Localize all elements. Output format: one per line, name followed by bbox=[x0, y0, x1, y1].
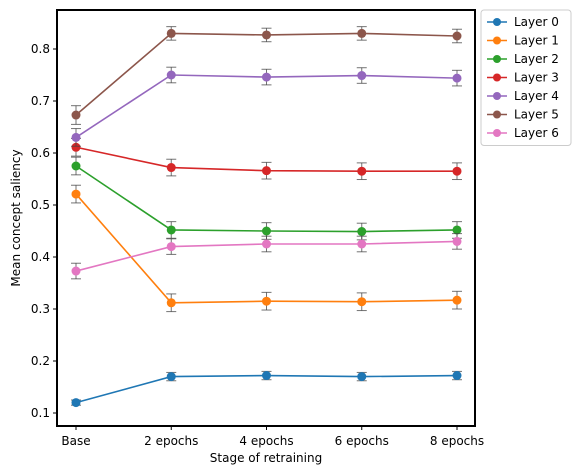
legend-marker bbox=[493, 73, 501, 82]
data-point bbox=[452, 73, 462, 83]
legend-label: Layer 6 bbox=[514, 126, 559, 140]
y-tick-label: 0.7 bbox=[31, 94, 50, 108]
data-point bbox=[166, 372, 176, 382]
legend-marker bbox=[493, 36, 501, 45]
data-point bbox=[166, 28, 176, 38]
data-point bbox=[71, 189, 81, 199]
data-point bbox=[452, 166, 462, 176]
plot-area bbox=[71, 26, 462, 408]
y-tick-label: 0.8 bbox=[31, 42, 50, 56]
data-point bbox=[166, 242, 176, 252]
legend-item: Layer 4 bbox=[487, 89, 559, 103]
legend-label: Layer 2 bbox=[514, 52, 559, 66]
legend-box bbox=[480, 9, 572, 146]
data-point bbox=[262, 371, 271, 381]
data-point bbox=[357, 166, 367, 176]
x-tick-label: 2 epochs bbox=[144, 434, 198, 448]
legend-item: Layer 5 bbox=[487, 108, 559, 122]
legend-marker bbox=[493, 92, 501, 100]
series-layer-4 bbox=[71, 66, 462, 147]
data-point bbox=[452, 371, 462, 381]
legend-label: Layer 0 bbox=[514, 15, 559, 29]
legend-marker bbox=[493, 129, 501, 137]
data-point bbox=[262, 166, 271, 176]
data-point bbox=[262, 239, 271, 249]
data-point bbox=[166, 225, 176, 235]
legend-label: Layer 3 bbox=[514, 71, 559, 85]
legend: Layer 0 Layer 1 Layer 2 Layer 3 Layer 4 Layer… bbox=[480, 9, 572, 146]
legend-marker bbox=[493, 110, 501, 119]
data-point bbox=[262, 72, 271, 82]
series-layer-2 bbox=[71, 156, 462, 241]
legend-item: Layer 0 bbox=[487, 15, 559, 29]
series-layer-6 bbox=[71, 233, 462, 280]
legend-item: Layer 1 bbox=[487, 34, 559, 48]
legend-label: Layer 4 bbox=[514, 89, 559, 103]
data-point bbox=[357, 71, 367, 81]
data-point bbox=[262, 226, 271, 236]
axes: 0.1 0.2 0.3 0.4 0.5 0.6 0.7 0.8 Base 2 epochs 4 ep… bbox=[31, 42, 484, 448]
data-point bbox=[166, 70, 176, 80]
data-point bbox=[452, 295, 462, 305]
legend-item: Layer 3 bbox=[487, 71, 559, 85]
data-point bbox=[357, 297, 367, 307]
data-point bbox=[262, 30, 271, 40]
x-tick-label: 6 epochs bbox=[335, 434, 389, 448]
series-layer-1 bbox=[71, 184, 462, 313]
data-point bbox=[71, 398, 81, 408]
data-point bbox=[357, 372, 367, 382]
x-tick-label: 8 epochs bbox=[430, 434, 484, 448]
data-point bbox=[357, 227, 367, 237]
legend-label: Layer 5 bbox=[514, 108, 559, 122]
y-tick-label: 0.2 bbox=[31, 354, 50, 368]
x-axis-title: Stage of retraining bbox=[210, 451, 322, 465]
data-point bbox=[71, 161, 81, 171]
legend-marker bbox=[493, 18, 501, 26]
y-tick-label: 0.6 bbox=[31, 146, 50, 160]
series-layer-0 bbox=[71, 370, 462, 408]
y-tick-label: 0.1 bbox=[31, 406, 50, 420]
y-tick-label: 0.3 bbox=[31, 302, 50, 316]
data-point bbox=[71, 132, 81, 142]
data-point bbox=[357, 239, 367, 249]
data-point bbox=[71, 142, 81, 152]
x-tick-label: Base bbox=[61, 434, 90, 448]
data-point bbox=[357, 28, 367, 38]
x-tick-label: 4 epochs bbox=[239, 434, 293, 448]
legend-item: Layer 6 bbox=[487, 126, 559, 140]
data-point bbox=[71, 110, 81, 120]
data-point bbox=[166, 298, 176, 308]
y-tick-label: 0.5 bbox=[31, 198, 50, 212]
series-layer-5 bbox=[71, 26, 462, 125]
legend-label: Layer 1 bbox=[514, 34, 559, 48]
legend-item: Layer 2 bbox=[487, 52, 559, 66]
data-point bbox=[452, 236, 462, 246]
y-axis-title: Mean concept saliency bbox=[9, 149, 23, 286]
legend-marker bbox=[493, 55, 501, 63]
data-point bbox=[71, 266, 81, 276]
data-point bbox=[262, 296, 271, 306]
series-layer-3 bbox=[71, 137, 462, 181]
data-point bbox=[166, 163, 176, 173]
data-point bbox=[452, 31, 462, 41]
data-point bbox=[452, 225, 462, 235]
y-tick-label: 0.4 bbox=[31, 250, 50, 264]
